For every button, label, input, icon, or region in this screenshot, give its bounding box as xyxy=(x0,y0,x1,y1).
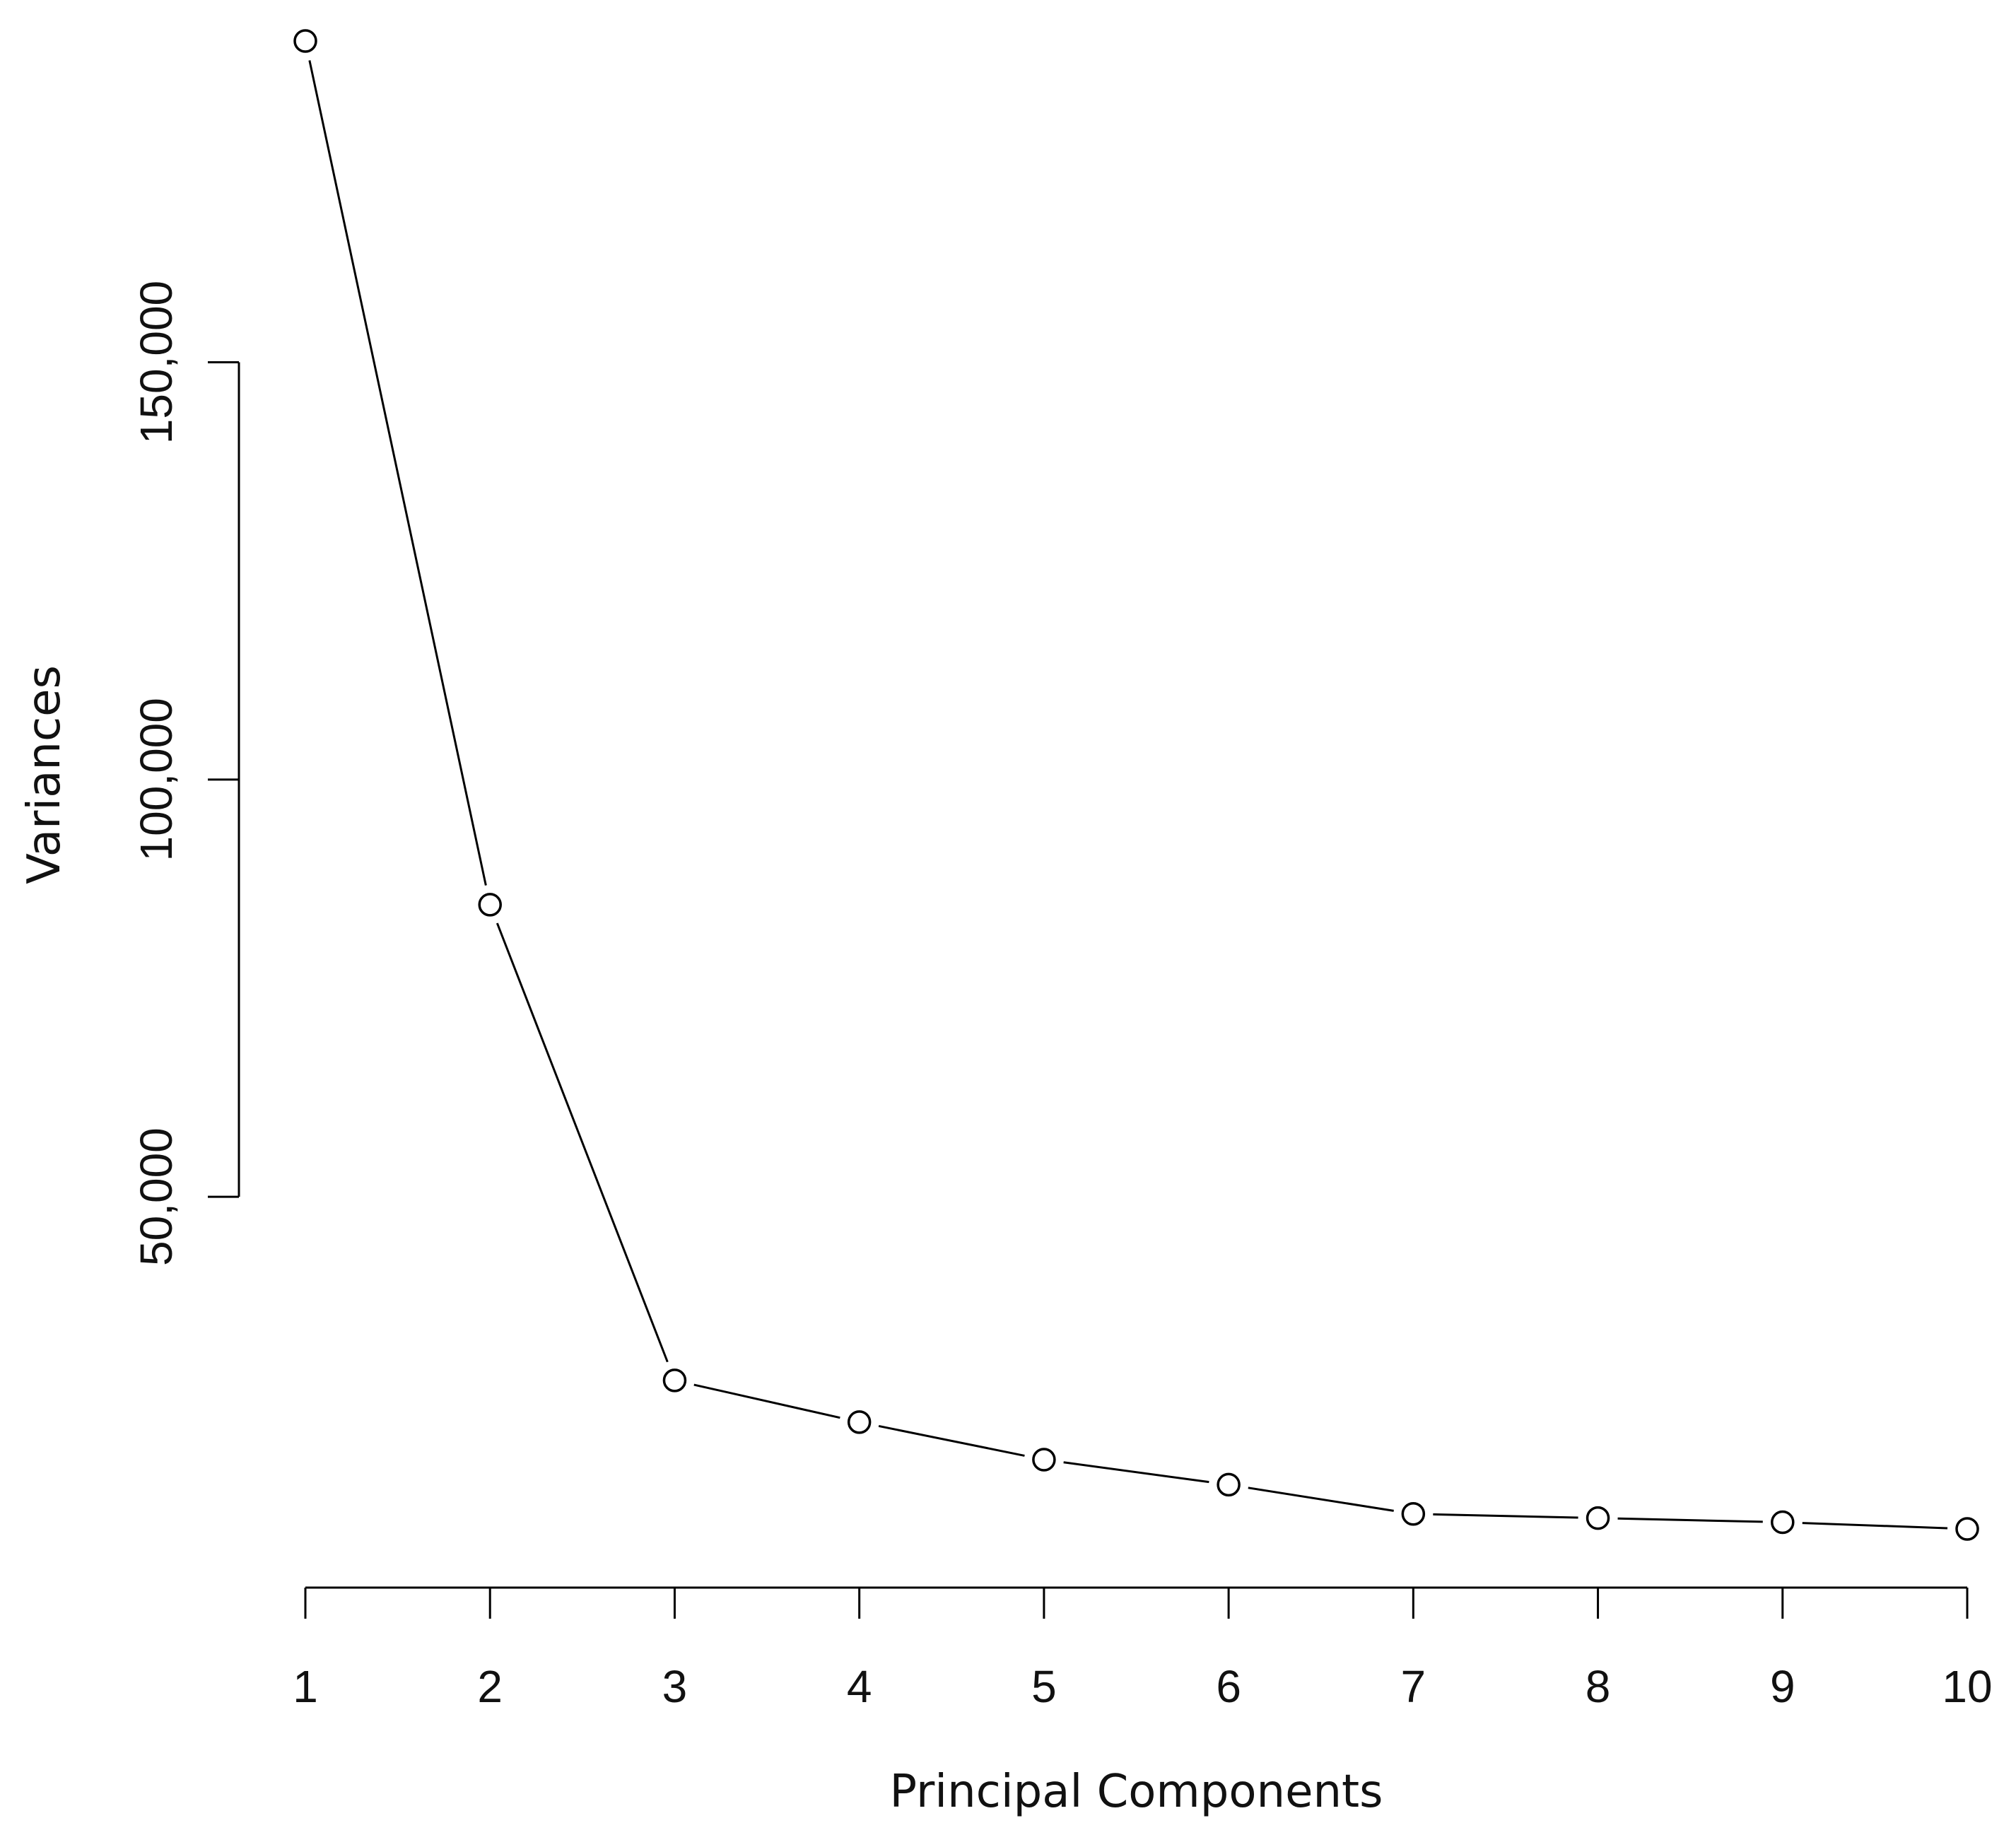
series-line-segment xyxy=(693,1383,840,1419)
data-point xyxy=(662,1368,687,1393)
series-line-segment xyxy=(1617,1517,1763,1523)
data-point xyxy=(847,1410,872,1434)
x-tick-label: 4 xyxy=(847,1661,872,1712)
series-line-segment xyxy=(496,922,669,1363)
x-axis: 1 2 3 4 5 6 7 8 9 10 xyxy=(293,1586,1993,1712)
x-tick-label: 5 xyxy=(1031,1661,1057,1712)
x-tick-label: 6 xyxy=(1216,1661,1241,1712)
x-tick-label: 8 xyxy=(1586,1661,1611,1712)
x-tick-label: 3 xyxy=(662,1661,688,1712)
y-axis-ticks xyxy=(208,361,239,1198)
data-point xyxy=(1771,1510,1795,1535)
series-line-segments xyxy=(308,60,1948,1530)
x-tick-label: 10 xyxy=(1942,1661,1992,1712)
data-point xyxy=(293,29,317,53)
data-point xyxy=(1586,1506,1610,1530)
y-tick-label: 150,000 xyxy=(131,281,182,444)
y-axis: 50,000 100,000 150,000 xyxy=(131,281,240,1266)
series-line-segment xyxy=(878,1424,1025,1457)
x-axis-tick-labels: 1 2 3 4 5 6 7 8 9 10 xyxy=(293,1661,1992,1712)
y-tick-label: 50,000 xyxy=(131,1127,182,1266)
data-points xyxy=(293,29,1979,1541)
data-point xyxy=(478,893,502,917)
data-point xyxy=(1955,1517,1979,1541)
x-axis-ticks xyxy=(304,1588,1969,1619)
data-point xyxy=(1032,1448,1056,1472)
x-tick-label: 2 xyxy=(477,1661,503,1712)
x-tick-label: 9 xyxy=(1770,1661,1795,1712)
series-line-segment xyxy=(1433,1513,1578,1519)
series-line-segment xyxy=(308,60,487,886)
y-tick-label: 100,000 xyxy=(131,698,182,861)
x-axis-title: Principal Components xyxy=(890,1766,1383,1818)
data-point xyxy=(1401,1501,1426,1526)
x-tick-label: 1 xyxy=(293,1661,318,1712)
series-line-segment xyxy=(1063,1461,1209,1484)
series-line-segment xyxy=(1248,1487,1394,1512)
series-line-segment xyxy=(1802,1522,1948,1530)
data-point xyxy=(1217,1472,1241,1497)
y-axis-tick-labels: 50,000 100,000 150,000 xyxy=(131,281,182,1266)
x-tick-label: 7 xyxy=(1401,1661,1426,1712)
y-axis-title: Variances xyxy=(18,665,71,884)
